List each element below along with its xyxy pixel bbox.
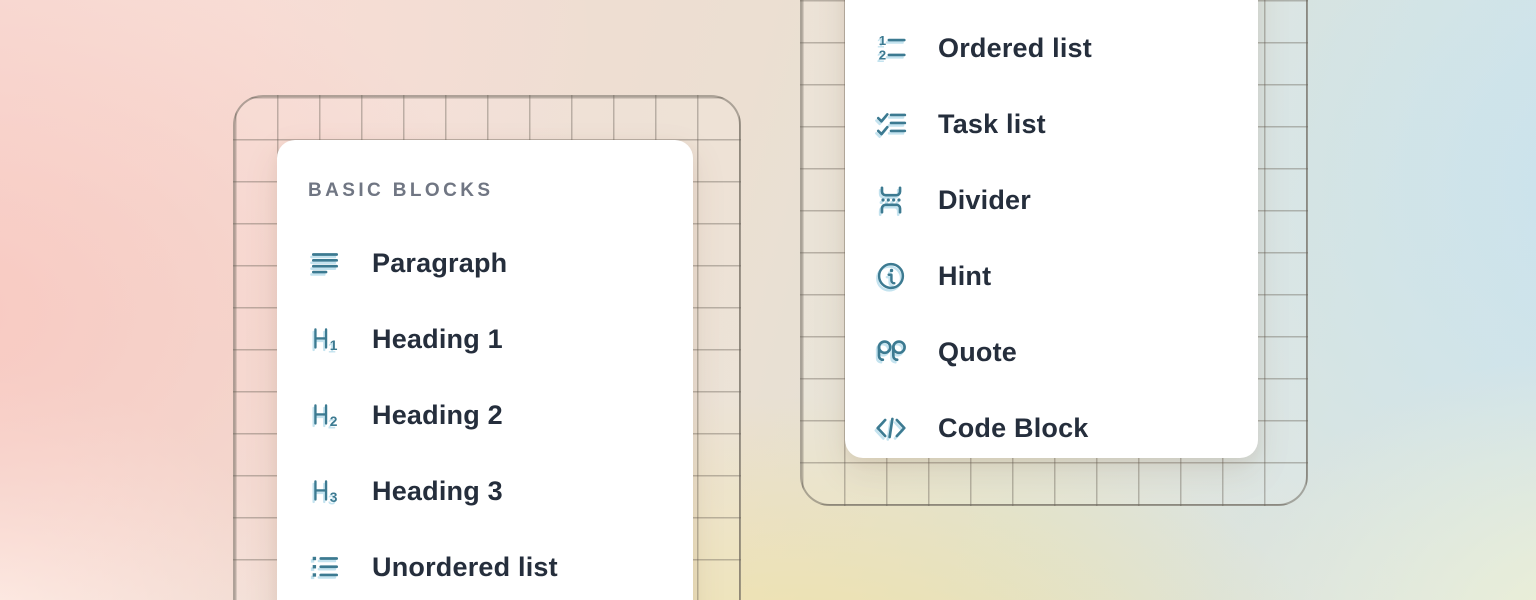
menu-item-hint[interactable]: Hint <box>874 238 1258 314</box>
svg-text:2: 2 <box>877 50 884 65</box>
menu-item-label: Task list <box>938 108 1046 139</box>
menu-item-unordered-list[interactable]: Unordered list <box>308 529 693 600</box>
menu-item-label: Heading 3 <box>372 475 503 506</box>
section-header: BASIC BLOCKS <box>308 180 494 201</box>
menu-item-code-block[interactable]: Code Block <box>874 390 1258 466</box>
svg-text:1: 1 <box>330 337 338 353</box>
svg-text:1: 1 <box>328 340 336 356</box>
svg-text:1: 1 <box>879 33 887 48</box>
svg-text:2: 2 <box>330 413 338 429</box>
menu-item-label: Hint <box>938 260 992 291</box>
divider-icon <box>874 183 908 217</box>
task-list-icon <box>874 107 908 141</box>
svg-text:2: 2 <box>328 416 336 432</box>
quote-icon <box>874 335 908 369</box>
heading-2-icon: 2 2 <box>308 398 342 432</box>
menu-item-label: Paragraph <box>372 247 508 278</box>
svg-text:1: 1 <box>877 35 885 50</box>
svg-text:3: 3 <box>328 492 336 508</box>
menu-item-label: Ordered list <box>938 32 1092 63</box>
menu-item-heading-1[interactable]: 1 1 Heading 1 <box>308 301 693 377</box>
menu-item-label: Heading 1 <box>372 323 503 354</box>
menu-items-list: Paragraph 1 1 Heading 1 2 <box>308 225 693 600</box>
menu-item-heading-2[interactable]: 2 2 Heading 2 <box>308 377 693 453</box>
code-block-icon <box>874 411 908 445</box>
menu-item-task-list[interactable]: Task list <box>874 86 1258 162</box>
menu-item-label: Code Block <box>938 412 1089 443</box>
basic-blocks-menu: BASIC BLOCKS Paragraph 1 <box>277 140 693 600</box>
hint-icon <box>874 259 908 293</box>
svg-text:3: 3 <box>330 489 338 505</box>
menu-item-divider[interactable]: Divider <box>874 162 1258 238</box>
heading-1-icon: 1 1 <box>308 322 342 356</box>
menu-item-label: Unordered list <box>372 551 558 582</box>
paragraph-icon <box>308 246 342 280</box>
menu-item-label: Quote <box>938 336 1017 367</box>
svg-text:2: 2 <box>879 48 886 63</box>
menu-item-label: Divider <box>938 184 1031 215</box>
unordered-list-icon <box>308 550 342 584</box>
menu-item-paragraph[interactable]: Paragraph <box>308 225 693 301</box>
menu-item-label: Heading 2 <box>372 399 503 430</box>
menu-item-quote[interactable]: Quote <box>874 314 1258 390</box>
menu-item-heading-3[interactable]: 3 3 Heading 3 <box>308 453 693 529</box>
heading-3-icon: 3 3 <box>308 474 342 508</box>
